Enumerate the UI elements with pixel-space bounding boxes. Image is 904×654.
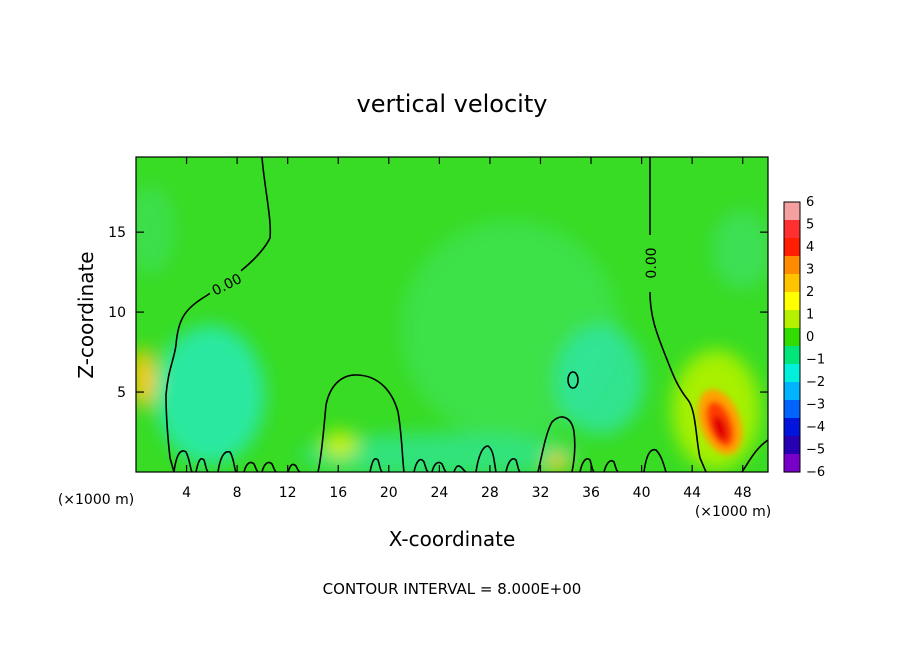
zero-contour-line (287, 463, 301, 472)
contour-interval-note: CONTOUR INTERVAL = 8.000E+00 (323, 580, 582, 598)
colorbar-segment (784, 382, 800, 401)
x-tick-label: 44 (683, 485, 701, 501)
zero-contour-line (195, 457, 209, 472)
field-patch (136, 348, 155, 408)
field-patch (547, 452, 567, 472)
x-axis-title: X-coordinate (389, 527, 516, 551)
plot-area (136, 157, 768, 472)
field-patch (712, 210, 768, 290)
zero-contour-line (165, 157, 272, 472)
zero-contours (165, 157, 768, 472)
core-layer (712, 415, 728, 441)
x-tick-label: 24 (430, 485, 448, 501)
updraft-core (697, 389, 743, 455)
x-tick-label: 8 (233, 485, 242, 501)
zero-contour-line (537, 416, 576, 472)
colorbar-tick-label: −6 (806, 465, 825, 480)
colorbar-tick-label: −2 (806, 375, 825, 390)
y-tick-label: 15 (108, 225, 126, 241)
colorbar-segment (784, 292, 800, 311)
contour-label-bg (206, 268, 248, 301)
zero-contour-line (173, 450, 193, 472)
colorbar-segment (784, 328, 800, 347)
zero-contour-line (741, 439, 768, 472)
field-patch (136, 185, 175, 275)
zero-contour-line (603, 459, 619, 472)
zero-contour-line (475, 445, 497, 472)
x-tick-label: 16 (329, 485, 347, 501)
zero-contour-line (317, 374, 405, 472)
colorbar-segment (784, 202, 800, 221)
zero-contour-line (261, 461, 277, 472)
zero-contour-line (649, 291, 707, 472)
colorbar-segment (784, 400, 800, 419)
x-tick-label: 36 (582, 485, 600, 501)
x-tick-label: 48 (734, 485, 752, 501)
contour-label-bg (643, 244, 659, 282)
colorbar-segment (784, 274, 800, 293)
y-tick-label: 5 (117, 385, 126, 401)
colorbar-frame (783, 201, 801, 473)
colorbar-segment (784, 238, 800, 257)
colorbar-segment (784, 346, 800, 365)
colorbar-segment (784, 310, 800, 329)
colorbar-segment (784, 454, 800, 473)
zero-contour-line (643, 448, 667, 472)
colorbar-tick-label: 0 (806, 330, 814, 345)
x-tick-label: 32 (532, 485, 550, 501)
field-patch (155, 325, 265, 465)
colorbar-segment (784, 256, 800, 275)
zero-contour-line (217, 450, 237, 472)
x-tick-label: 20 (380, 485, 398, 501)
colorbar-segment (784, 418, 800, 437)
x-axis-unit-right: (×1000 m) (695, 504, 771, 520)
colorbar-segment (784, 220, 800, 239)
colorbar: 6 5 4 3 2 1 0 −1 −2 −3 −4 −5 −6 (783, 195, 825, 480)
colorbar-tick-label: −1 (806, 353, 825, 368)
colorbar-tick-label: 1 (806, 308, 814, 323)
zero-contour-line (505, 457, 521, 472)
y-axis-title: Z-coordinate (74, 251, 98, 378)
colorbar-tick-label: 6 (806, 195, 814, 210)
zero-contour-line (453, 465, 467, 472)
x-tick-label: 40 (633, 485, 651, 501)
zero-contour-line (243, 461, 259, 472)
field-patch (555, 325, 645, 435)
chart-title: vertical velocity (357, 90, 548, 118)
x-axis: 4 8 12 16 20 24 28 32 36 40 44 48 (182, 157, 752, 501)
y-tick-label: 10 (108, 305, 126, 321)
colorbar-tick-label: −3 (806, 398, 825, 413)
zero-contour-line (369, 457, 383, 472)
x-tick-label: 28 (481, 485, 499, 501)
zero-contour-line (413, 458, 429, 472)
colorbar-tick-label: 2 (806, 285, 814, 300)
colorbar-tick-label: 5 (806, 218, 814, 233)
x-tick-label: 12 (279, 485, 297, 501)
colorbar-tick-label: −5 (806, 443, 825, 458)
plot-frame (135, 156, 769, 473)
colorbar-tick-label: −4 (806, 420, 825, 435)
contour-label: 0.00 (644, 247, 660, 278)
x-axis-unit-left: (×1000 m) (58, 492, 134, 508)
field-patch (322, 431, 358, 459)
y-axis: 5 10 15 (108, 225, 768, 401)
colorbar-segment (784, 436, 800, 455)
zero-contour-loop (567, 371, 579, 389)
x-tick-label: 4 (182, 485, 191, 501)
zero-contour-line (431, 461, 447, 472)
colorbar-segment (784, 364, 800, 383)
colorbar-tick-label: 4 (806, 240, 814, 255)
zero-contour-line (579, 457, 595, 472)
colorbar-tick-label: 3 (806, 263, 814, 278)
